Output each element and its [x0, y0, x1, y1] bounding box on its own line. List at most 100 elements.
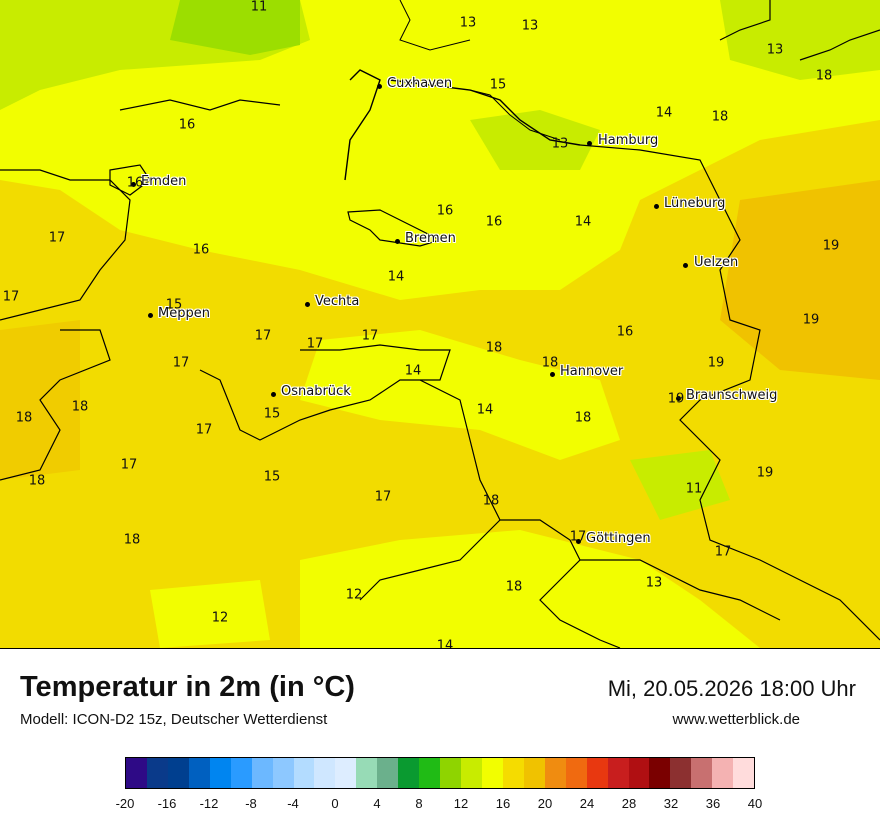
website-link[interactable]: www.wetterblick.de [672, 711, 800, 728]
colorbar-segment [712, 758, 734, 788]
colorbar-segment [440, 758, 461, 788]
temp-label: 17 [714, 544, 732, 560]
temp-label: 15 [263, 406, 281, 422]
colorbar-tick-label: 28 [621, 796, 637, 811]
city-dot-emden [131, 182, 136, 187]
colorbar-tick-label: 12 [453, 796, 469, 811]
temp-label: 13 [551, 136, 569, 152]
temp-label: 17 [361, 328, 379, 344]
temp-label: 18 [574, 410, 592, 426]
city-label-uelzen: Uelzen [694, 255, 739, 270]
city-dot-bremen [395, 239, 400, 244]
temp-label: 17 [254, 328, 272, 344]
temp-label: 16 [616, 324, 634, 340]
temp-label: 19 [756, 465, 774, 481]
city-label-braunschweig: Braunschweig [686, 388, 778, 403]
colorbar-tick-label: -8 [245, 796, 257, 811]
temp-label: 17 [48, 230, 66, 246]
colorbar-segment [377, 758, 399, 788]
colorbar-tick-label: -20 [115, 796, 135, 811]
temp-label: 17 [306, 336, 324, 352]
city-dot-hamburg [587, 141, 592, 146]
city-dot-lueneburg [654, 204, 659, 209]
city-label-lueneburg: Lüneburg [664, 196, 726, 211]
colorbar-segment [502, 758, 524, 788]
temp-label: 18 [71, 399, 89, 415]
temperature-map: Cuxhaven Hamburg Emden Lüneburg Bremen U… [0, 0, 880, 649]
colorbar-segment [209, 758, 231, 788]
city-label-cuxhaven: Cuxhaven [387, 76, 453, 91]
colorbar-segment [146, 758, 168, 788]
temp-label: 14 [387, 269, 405, 285]
temp-label: 18 [541, 355, 559, 371]
colorbar-tick-label: -12 [199, 796, 219, 811]
temp-label: 14 [574, 214, 592, 230]
forecast-datetime: Mi, 20.05.2026 18:00 Uhr [607, 676, 856, 701]
colorbar-segment [586, 758, 608, 788]
city-label-goettingen: Göttingen [586, 531, 651, 546]
temp-label: 14 [404, 363, 422, 379]
temp-label: 18 [123, 532, 141, 548]
colorbar-segment [398, 758, 420, 788]
temp-label: 17 [172, 355, 190, 371]
colorbar-segment [461, 758, 482, 788]
temp-label: 16 [178, 117, 196, 133]
colorbar-segment [314, 758, 336, 788]
temp-label: 19 [707, 355, 725, 371]
city-dot-vechta [305, 302, 310, 307]
city-label-hannover: Hannover [560, 364, 624, 379]
temp-label: 13 [521, 18, 539, 34]
city-dot-goettingen [576, 539, 581, 544]
temp-label: 13 [645, 575, 663, 591]
model-info: Modell: ICON-D2 15z, Deutscher Wetterdie… [20, 711, 328, 728]
temp-label: 14 [476, 402, 494, 418]
colorbar-tick-label: 16 [495, 796, 511, 811]
colorbar-segment [230, 758, 252, 788]
temp-label: 17 [374, 489, 392, 505]
city-label-hamburg: Hamburg [598, 133, 659, 148]
temp-label: 18 [485, 340, 503, 356]
city-label-emden: Emden [141, 174, 187, 189]
temp-label: 17 [120, 457, 138, 473]
colorbar-segment [670, 758, 692, 788]
temp-label: 19 [802, 312, 820, 328]
temp-label: 15 [489, 77, 507, 93]
temp-label: 19 [667, 391, 685, 407]
city-dot-meppen [148, 313, 153, 318]
temp-label: 16 [126, 175, 144, 191]
colorbar-tick-label: 24 [579, 796, 595, 811]
colorbar-tick-label: 36 [705, 796, 721, 811]
colorbar-segment [544, 758, 566, 788]
temp-label: 14 [655, 105, 673, 121]
temp-label: 17 [2, 289, 20, 305]
temp-label: 18 [815, 68, 833, 84]
city-dot-cuxhaven [377, 84, 382, 89]
temp-label: 12 [345, 587, 363, 603]
colorbar-segment [188, 758, 210, 788]
colorbar-tick-label: 20 [537, 796, 553, 811]
map-title: Temperatur in 2m (in °C) [20, 671, 355, 703]
temp-label: 15 [263, 469, 281, 485]
colorbar-segment [628, 758, 650, 788]
colorbar-tick-label: -16 [157, 796, 177, 811]
colorbar-segment [481, 758, 503, 788]
colorbar-segment [335, 758, 357, 788]
colorbar-segment [167, 758, 189, 788]
colorbar-segment [565, 758, 587, 788]
temp-label: 17 [569, 529, 587, 545]
temp-label: 12 [211, 610, 229, 626]
colorbar-tick-label: 8 [415, 796, 423, 811]
temperature-colorbar [125, 757, 755, 789]
colorbar-tick-label: 0 [331, 796, 339, 811]
colorbar-segment [733, 758, 755, 788]
city-dot-osnabrueck [271, 392, 276, 397]
colorbar-segment [356, 758, 378, 788]
colorbar-segment [293, 758, 315, 788]
temp-label: 13 [459, 15, 477, 31]
temp-label: 11 [250, 0, 268, 15]
temp-label: 18 [711, 109, 729, 125]
temp-label: 18 [505, 579, 523, 595]
map-graphic [0, 0, 880, 648]
city-label-osnabrueck: Osnabrück [281, 384, 351, 399]
city-dot-braunschweig [676, 396, 681, 401]
